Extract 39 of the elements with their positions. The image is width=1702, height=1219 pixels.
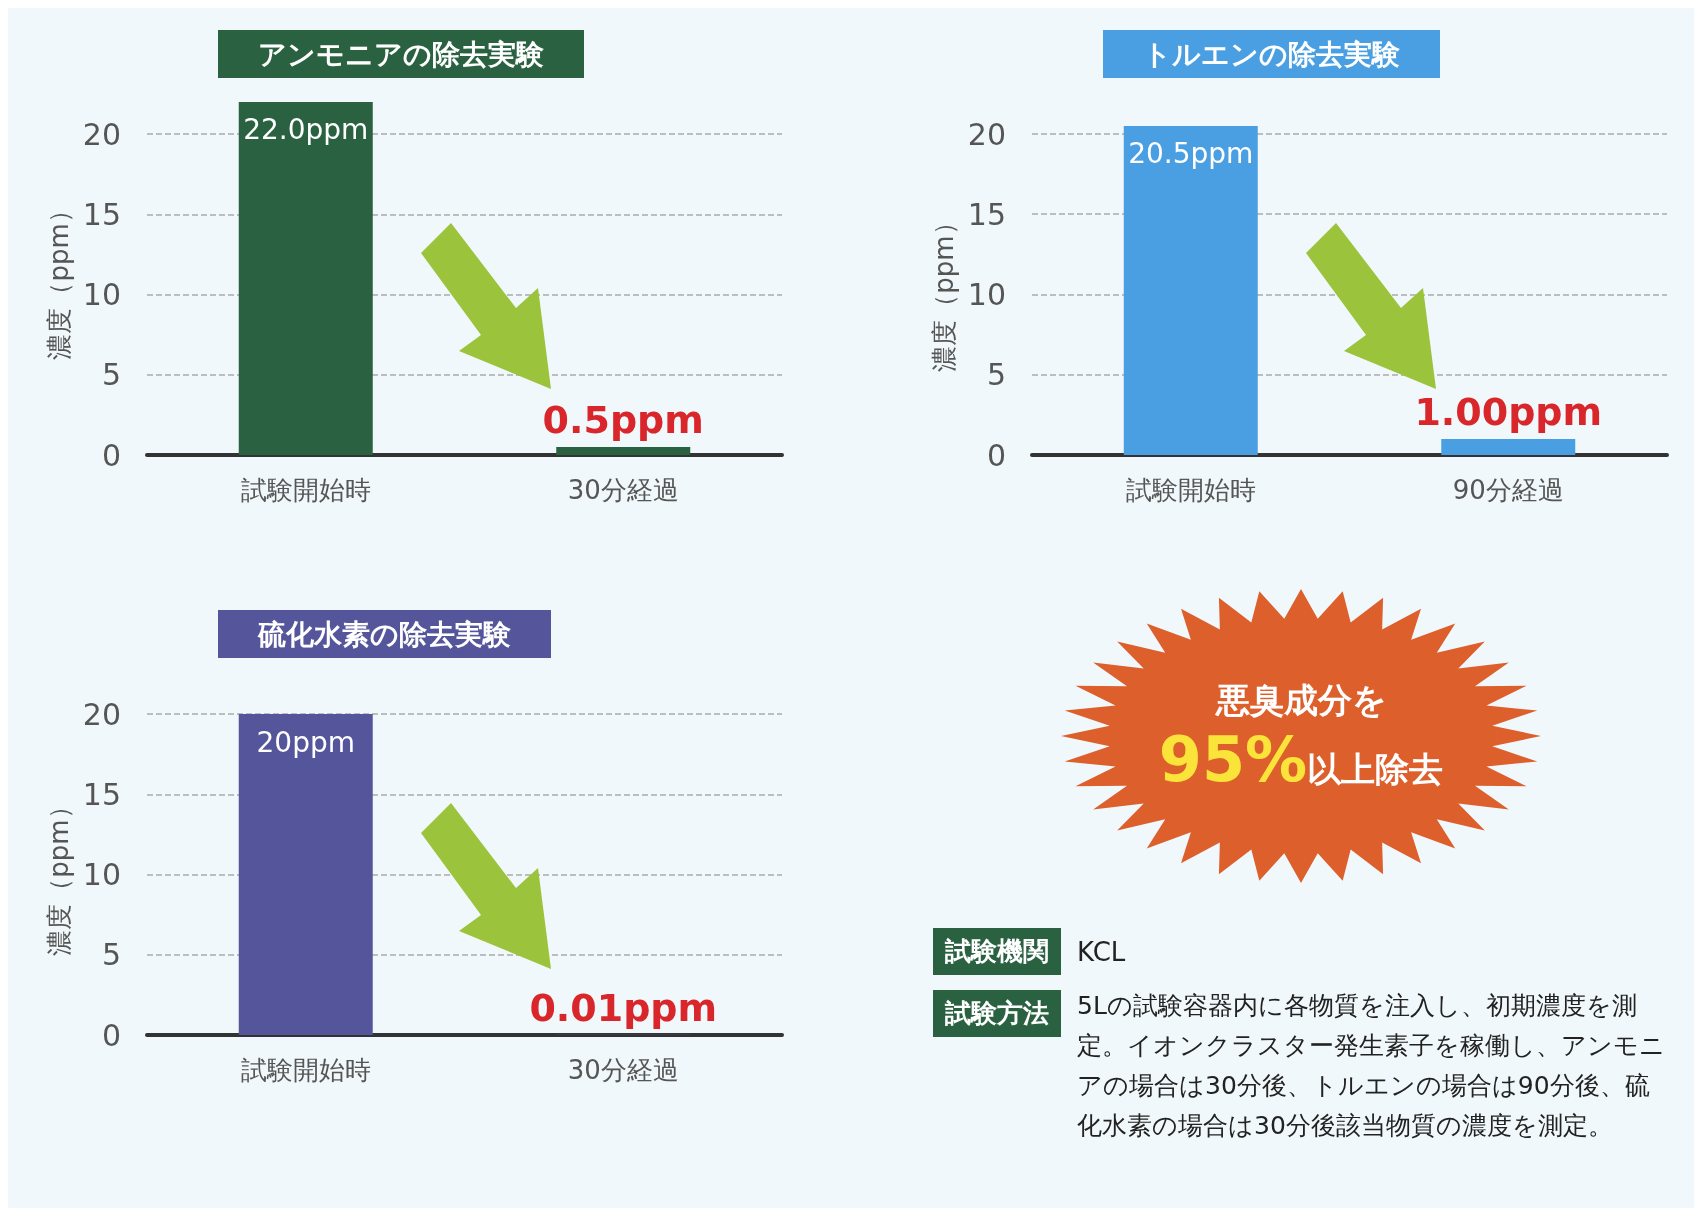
text: KCL — [1077, 936, 1126, 967]
y-tick-label: 5 — [986, 357, 1006, 393]
x-tick-label: 試験開始時 — [240, 475, 371, 505]
y-tick-label: 5 — [101, 937, 121, 973]
text: 95% — [1158, 723, 1308, 796]
text: 5Lの試験容器内に各物質を注入し、初期濃度を測定。イオンクラスター発生素子を稼働し、アンモニアの場合は30分後、トルエンの場合は90分後、硫化水素の場合は30分後該当物質の濃度を測定。 — [1077, 990, 1666, 1142]
x-tick-label: 試験開始時 — [240, 1055, 371, 1085]
text: 試験方法 — [933, 990, 1061, 1037]
y-tick-label: 10 — [967, 277, 1006, 312]
x-tick-label: 30分経過 — [567, 475, 679, 505]
data-label: 22.0ppm — [243, 113, 369, 147]
y-tick-label: 0 — [101, 1017, 121, 1053]
data-label: 20ppm — [256, 725, 355, 759]
text: 試験機関 — [933, 928, 1061, 975]
data-label: 0.01ppm — [529, 985, 718, 1030]
y-tick-label: 15 — [82, 776, 121, 812]
text: 悪臭成分を — [1214, 679, 1388, 722]
y-tick-label: 0 — [986, 437, 1006, 473]
chart-title: トルエンの除去実験 — [1143, 37, 1400, 71]
x-tick-label: 90分経過 — [1452, 475, 1564, 505]
x-tick-label: 30分経過 — [567, 1055, 679, 1085]
y-tick-label: 10 — [82, 857, 121, 892]
x-tick-label: 試験開始時 — [1125, 475, 1256, 505]
y-tick-label: 20 — [82, 116, 121, 152]
y-tick-label: 5 — [101, 357, 121, 393]
y-axis-title: 濃度（ppm） — [43, 793, 74, 956]
data-label: 0.5ppm — [542, 397, 704, 442]
data-label: 20.5ppm — [1128, 137, 1254, 171]
data-label: 1.00ppm — [1414, 389, 1603, 434]
y-tick-label: 0 — [101, 437, 121, 473]
chart-title: アンモニアの除去実験 — [258, 37, 544, 71]
y-tick-label: 15 — [82, 196, 121, 232]
y-tick-label: 20 — [967, 116, 1006, 152]
chart-title: 硫化水素の除去実験 — [257, 617, 511, 651]
y-tick-label: 10 — [82, 277, 121, 312]
y-tick-label: 15 — [967, 196, 1006, 232]
y-tick-label: 20 — [82, 696, 121, 732]
y-axis-title: 濃度（ppm） — [43, 197, 74, 360]
y-axis-title: 濃度（ppm） — [928, 209, 959, 372]
